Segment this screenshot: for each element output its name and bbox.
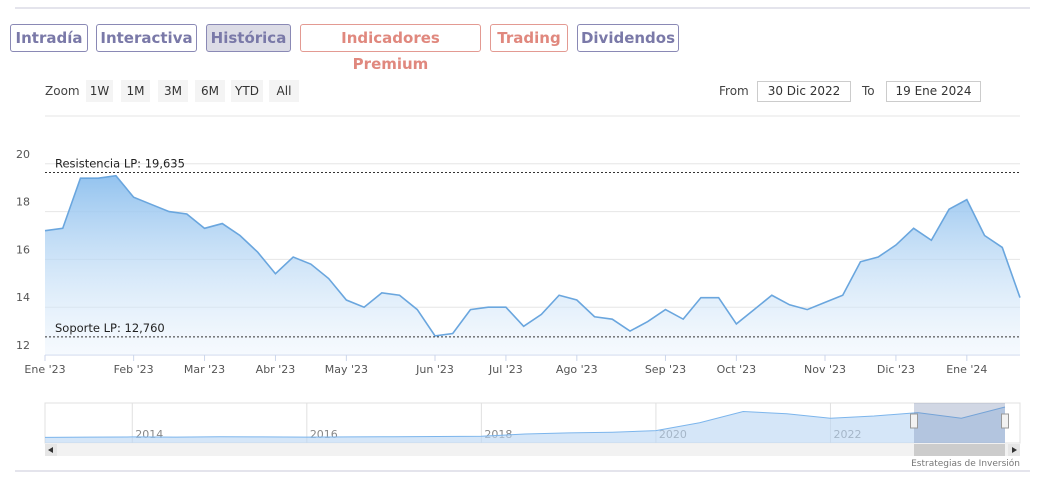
tab[interactable]: Dividendos: [577, 24, 679, 52]
from-input[interactable]: 30 Dic 2022: [757, 81, 851, 102]
y-tick-label: 12: [16, 339, 30, 352]
zoom-button[interactable]: 1W: [86, 80, 113, 102]
x-tick-label: Sep '23: [645, 363, 686, 376]
x-tick-label: Jul '23: [488, 363, 523, 376]
arrow: [48, 447, 53, 453]
navigator-mask: [914, 403, 1005, 443]
y-tick-label: 14: [16, 291, 30, 304]
x-tick-label: Abr '23: [256, 363, 296, 376]
x-tick-label: Mar '23: [184, 363, 225, 376]
scrollbar-track: [45, 444, 1020, 456]
x-tick-label: May '23: [325, 363, 368, 376]
navigator-handle[interactable]: [1001, 413, 1009, 429]
y-tick-label: 18: [16, 196, 30, 209]
x-tick-label: Ago '23: [556, 363, 598, 376]
x-tick-label: Ene '24: [946, 363, 987, 376]
navigator-line: [44, 406, 1006, 438]
navigator-area: [45, 407, 1005, 443]
zoom-button[interactable]: 3M: [158, 80, 188, 102]
x-tick-label: Feb '23: [114, 363, 154, 376]
area-fill: [45, 175, 1020, 355]
x-tick-label: Oct '23: [717, 363, 757, 376]
price-line: [44, 174, 1021, 337]
to-input[interactable]: 19 Ene 2024: [886, 81, 981, 102]
y-tick-label: 20: [16, 148, 30, 161]
zoom-button[interactable]: All: [269, 80, 299, 102]
zoom-button[interactable]: YTD: [231, 80, 263, 102]
arrow: [1012, 447, 1017, 453]
level-label: Resistencia LP: 19,635: [55, 157, 185, 171]
y-tick-label: 16: [16, 243, 30, 256]
tab[interactable]: Interactiva: [96, 24, 197, 52]
zoom-label: Zoom: [45, 84, 80, 98]
x-tick-label: Ene '23: [24, 363, 65, 376]
tab[interactable]: Indicadores Premium: [300, 24, 481, 73]
scrollbar-thumb[interactable]: [914, 444, 1005, 456]
x-tick-label: Jun '23: [415, 363, 454, 376]
credit: Estrategias de Inversión: [911, 458, 1020, 469]
to-label: To: [862, 84, 875, 98]
from-label: From: [719, 84, 749, 98]
zoom-button[interactable]: 6M: [195, 80, 225, 102]
zoom-button[interactable]: 1M: [121, 80, 150, 102]
navigator-handle[interactable]: [910, 413, 918, 429]
tab[interactable]: Intradía: [10, 24, 88, 52]
tab[interactable]: Trading: [490, 24, 568, 52]
level-label: Soporte LP: 12,760: [55, 321, 165, 335]
tab[interactable]: Histórica: [206, 24, 291, 52]
x-tick-label: Dic '23: [877, 363, 915, 376]
x-tick-label: Nov '23: [804, 363, 846, 376]
